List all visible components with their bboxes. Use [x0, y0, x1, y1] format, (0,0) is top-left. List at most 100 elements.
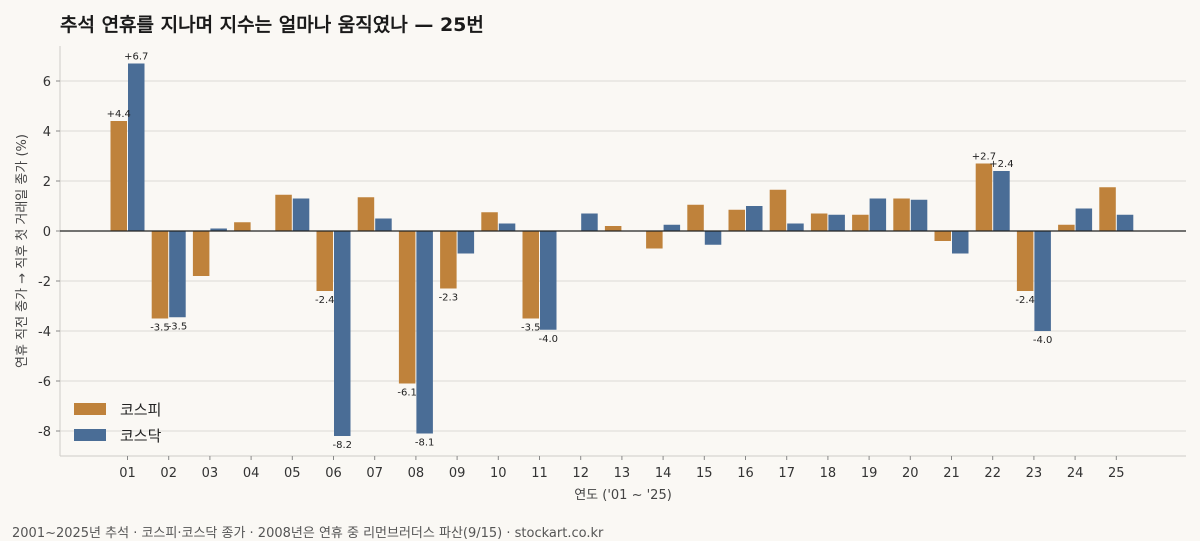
bar-kosdaq-05	[292, 198, 310, 231]
bar-kospi-08	[398, 231, 416, 384]
data-label: +2.4	[989, 159, 1013, 170]
bars	[110, 63, 1134, 436]
y-tick-label: -4	[38, 325, 51, 340]
bar-kospi-19	[852, 214, 869, 231]
x-tick-label: 09	[449, 466, 466, 481]
data-label: -2.4	[1015, 295, 1035, 306]
bar-kosdaq-06	[334, 231, 351, 436]
bar-kosdaq-08	[416, 231, 433, 434]
bar-kospi-11	[522, 231, 539, 319]
bar-kosdaq-10	[498, 223, 516, 231]
legend-label-kospi: 코스피	[120, 400, 162, 419]
legend-swatch-kospi	[74, 403, 106, 415]
bar-kospi-02	[151, 231, 169, 319]
y-tick-label: 2	[43, 175, 51, 190]
x-tick-label: 02	[160, 466, 177, 481]
bar-kosdaq-01	[128, 63, 145, 231]
data-label: -4.0	[1033, 335, 1053, 346]
bar-kosdaq-23	[1034, 231, 1051, 331]
bar-kospi-10	[481, 212, 498, 231]
x-tick-label: 23	[1026, 466, 1043, 481]
bar-kospi-22	[975, 163, 993, 231]
bar-kosdaq-22	[993, 171, 1010, 231]
data-label: +6.7	[124, 52, 148, 63]
y-tick-label: 0	[43, 225, 51, 240]
data-label: -6.1	[397, 388, 417, 399]
data-label: +2.7	[972, 152, 996, 163]
bar-kospi-06	[316, 231, 333, 291]
data-label: -4.0	[538, 334, 558, 345]
bar-kospi-17	[769, 189, 787, 231]
legend-label-kosdaq: 코스닥	[120, 426, 162, 445]
bar-kospi-15	[687, 204, 704, 231]
bar-kosdaq-24	[1075, 208, 1093, 231]
legend-item-kosdaq: 코스닥	[74, 422, 161, 448]
bar-kospi-25	[1099, 187, 1116, 231]
y-ticks: 6 4 2 0 -2 -4 -6 -8	[38, 75, 60, 440]
bar-kospi-20	[893, 198, 910, 231]
bar-kospi-24	[1058, 224, 1075, 231]
y-axis-label: 연휴 직전 종가 → 직후 첫 거래일 종가 (%)	[15, 134, 30, 368]
data-label: -3.5	[150, 323, 170, 334]
chart-title: 추석 연휴를 지나며 지수는 얼마나 움직였나 — 25번	[60, 14, 484, 36]
bar-kosdaq-25	[1116, 214, 1134, 231]
legend-swatch-kosdaq	[74, 429, 106, 441]
data-label: +4.4	[107, 109, 131, 120]
x-tick-label: 16	[737, 466, 754, 481]
bar-kospi-13	[604, 226, 622, 231]
x-tick-label: 25	[1108, 466, 1125, 481]
bar-kosdaq-19	[869, 198, 887, 231]
bar-kospi-21	[934, 231, 951, 241]
x-tick-label: 17	[778, 466, 795, 481]
bar-kospi-23	[1016, 231, 1034, 291]
x-tick-label: 15	[696, 466, 713, 481]
bar-kospi-03	[192, 231, 210, 276]
x-tick-label: 19	[861, 466, 878, 481]
x-tick-label: 04	[243, 466, 260, 481]
x-tick-label: 14	[655, 466, 672, 481]
bar-kospi-05	[275, 194, 292, 231]
x-tick-label: 03	[202, 466, 219, 481]
bar-kospi-07	[357, 197, 375, 231]
bar-kosdaq-17	[787, 223, 804, 231]
data-label: -2.3	[439, 293, 459, 304]
y-tick-label: 4	[43, 125, 51, 140]
x-tick-label: 22	[984, 466, 1001, 481]
x-tick-label: 18	[820, 466, 837, 481]
data-label: -2.4	[315, 295, 335, 306]
x-tick-label: 20	[902, 466, 919, 481]
data-label: -8.2	[332, 440, 352, 451]
data-label: -3.5	[521, 323, 541, 334]
bar-kospi-18	[810, 213, 828, 231]
x-tick-label: 21	[943, 466, 960, 481]
legend: 코스피 코스닥	[74, 396, 161, 448]
y-tick-label: -2	[38, 275, 51, 290]
x-tick-label: 13	[614, 466, 631, 481]
x-tick-label: 11	[531, 466, 548, 481]
bar-kosdaq-02	[169, 231, 186, 318]
bar-kospi-01	[110, 121, 127, 231]
data-label: -8.1	[415, 438, 435, 449]
bar-kosdaq-16	[746, 206, 763, 231]
y-tick-label: -6	[38, 375, 51, 390]
bar-kosdaq-14	[663, 224, 681, 231]
bar-kospi-16	[728, 209, 745, 231]
bar-kosdaq-07	[375, 218, 392, 231]
x-tick-label: 10	[490, 466, 507, 481]
x-tick-label: 05	[284, 466, 301, 481]
bar-kospi-14	[646, 231, 663, 249]
footer-note: 2001~2025년 추석 · 코스피·코스닥 종가 · 2008년은 연휴 중…	[12, 526, 604, 541]
bar-kosdaq-20	[910, 199, 928, 231]
x-tick-label: 01	[119, 466, 136, 481]
bar-kospi-04	[234, 222, 251, 231]
bar-kosdaq-18	[828, 214, 845, 231]
y-tick-label: 6	[43, 75, 51, 90]
bar-kospi-09	[440, 231, 457, 289]
x-tick-label: 08	[408, 466, 425, 481]
bar-kosdaq-21	[952, 231, 969, 254]
x-ticks: 01 02 03 04 05 06 07 08 09 10 11 12 13 14 15 16 17 18 19 20…	[119, 456, 1125, 481]
x-tick-label: 12	[572, 466, 589, 481]
x-tick-label: 07	[366, 466, 383, 481]
x-tick-label: 06	[325, 466, 342, 481]
